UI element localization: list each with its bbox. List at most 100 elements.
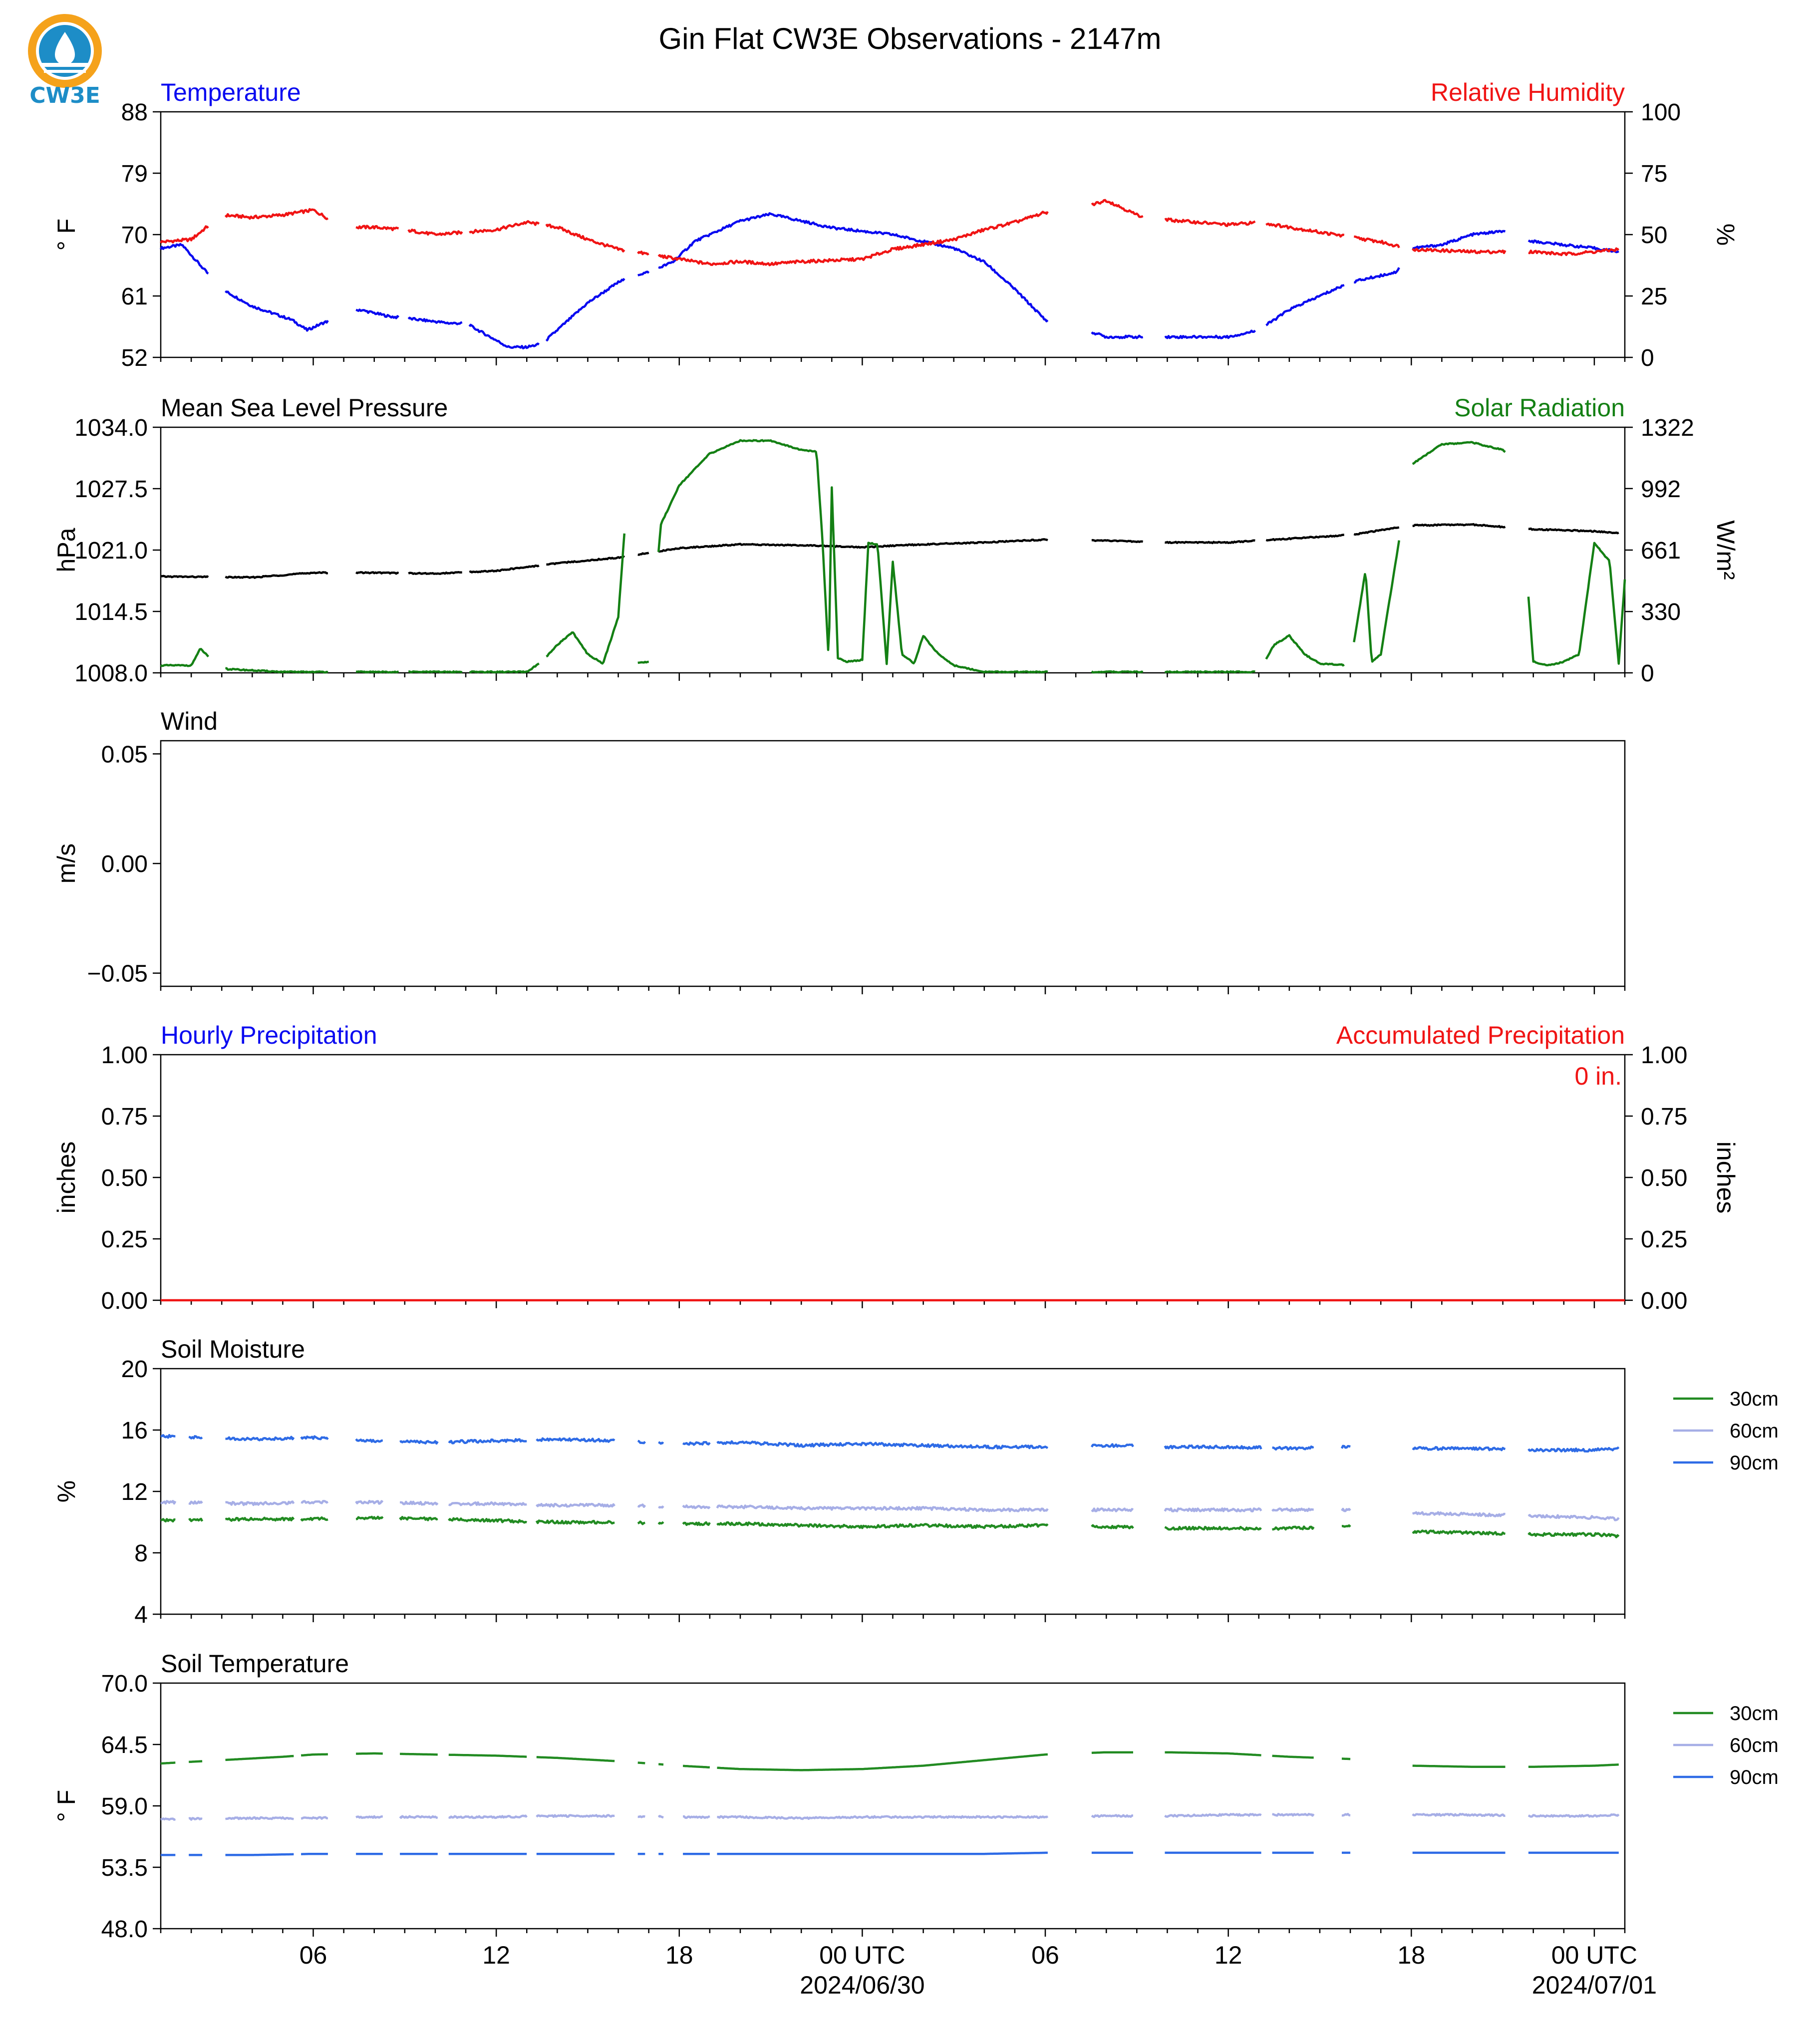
y-tick-label: 1021.0: [74, 538, 148, 564]
y-tick-label: 88: [121, 99, 148, 126]
series-line-90cm: [160, 1434, 1620, 1452]
y-right-tick-label: 0.50: [1641, 1165, 1687, 1191]
x-tick-label: 06: [1031, 1941, 1059, 1969]
series-line-left: [160, 523, 1619, 579]
y-tick-label: 0.50: [101, 1165, 148, 1191]
y-right-tick-label: 0.25: [1641, 1226, 1687, 1253]
y-tick-label: 4: [134, 1602, 148, 1628]
y-tick-label: 53.5: [101, 1855, 148, 1881]
y-right-tick-label: 0.00: [1641, 1288, 1687, 1314]
series-line-90cm: [161, 1851, 1619, 1856]
logo-drop-icon: [55, 32, 75, 65]
x-tick-label: 18: [665, 1941, 693, 1969]
panel-precip: Hourly Precipitation Accumulated Precipit…: [52, 1021, 1740, 1314]
panel-title-right: Relative Humidity: [1431, 78, 1625, 106]
y-tick-label: 70.0: [101, 1671, 148, 1697]
panel-soil_temp: Soil Temperature 48.0 53.5 59.0 64.5 70.0 ° F 3…: [52, 1650, 1779, 1999]
y-right-tick-label: 100: [1641, 99, 1681, 126]
legend: 30cm 60cm 90cm: [1673, 1388, 1779, 1474]
legend-label-30cm: 30cm: [1730, 1388, 1779, 1410]
legend-label-60cm: 60cm: [1730, 1420, 1779, 1442]
y-axis-label: ° F: [52, 219, 80, 251]
panel-title-left: Hourly Precipitation: [161, 1021, 377, 1049]
panel-title-right: Solar Radiation: [1454, 394, 1625, 422]
panel-pressure_solar: Mean Sea Level Pressure Solar Radiation 10…: [52, 394, 1740, 687]
y-axis-label: hPa: [52, 528, 80, 572]
y-right-tick-label: 75: [1641, 161, 1667, 187]
y-tick-label: 1014.5: [74, 599, 148, 625]
legend-label-90cm: 90cm: [1730, 1452, 1779, 1474]
panel-title-left: Temperature: [161, 78, 301, 106]
y-right-axis-label: inches: [1712, 1142, 1740, 1214]
y-right-tick-label: 1322: [1641, 415, 1694, 441]
y-tick-label: 1.00: [101, 1042, 148, 1069]
panel-temp_rh: Temperature Relative Humidity 52 61 70 79 88 ° …: [52, 78, 1740, 371]
y-tick-label: 1008.0: [74, 660, 148, 687]
panel-title-left: Soil Moisture: [161, 1335, 305, 1363]
series-line-30cm: [160, 1515, 1620, 1538]
legend: 30cm 60cm 90cm: [1673, 1703, 1779, 1788]
figure-title: Gin Flat CW3E Observations - 2147m: [658, 22, 1161, 55]
x-tick-date: 2024/06/30: [800, 1971, 924, 1999]
legend-label-90cm: 90cm: [1730, 1766, 1779, 1788]
panel-title-left: Wind: [161, 707, 218, 735]
panel-title-left: Mean Sea Level Pressure: [161, 394, 448, 422]
y-right-axis-label: %: [1712, 224, 1740, 246]
legend-label-60cm: 60cm: [1730, 1735, 1779, 1756]
x-tick-label: 06: [300, 1941, 327, 1969]
y-tick-label: 1027.5: [74, 476, 148, 503]
logo-text: CW3E: [29, 83, 100, 108]
y-tick-label: 48.0: [101, 1916, 148, 1943]
y-tick-label: 61: [121, 284, 148, 310]
series-line-right: [160, 199, 1619, 267]
y-tick-label: 0.00: [101, 851, 148, 877]
y-axis-label: m/s: [52, 844, 80, 884]
y-right-tick-label: 1.00: [1641, 1042, 1687, 1069]
y-tick-label: 0.05: [101, 741, 148, 768]
series-line-right: [160, 439, 1626, 674]
y-axis-label: ° F: [52, 1790, 80, 1822]
x-tick-label: 00 UTC: [819, 1941, 905, 1969]
legend-label-30cm: 30cm: [1730, 1703, 1779, 1725]
y-right-tick-label: 992: [1641, 476, 1681, 503]
y-tick-label: 70: [121, 222, 148, 249]
x-tick-date: 2024/07/01: [1532, 1971, 1657, 1999]
x-tick-label: 12: [1214, 1941, 1242, 1969]
x-tick-label: 00 UTC: [1551, 1941, 1637, 1969]
y-tick-label: 8: [134, 1540, 148, 1567]
y-tick-label: 52: [121, 345, 148, 371]
y-right-tick-label: 0: [1641, 660, 1654, 687]
series-line-60cm: [160, 1812, 1620, 1821]
panel-soil_moisture: Soil Moisture 4 8 12 16 20% 30cm 60cm 90cm: [52, 1335, 1779, 1628]
series-line-left: [159, 212, 1619, 349]
y-right-tick-label: 50: [1641, 222, 1667, 249]
y-tick-label: 20: [121, 1356, 148, 1383]
y-tick-label: 0.25: [101, 1226, 148, 1253]
y-right-tick-label: 25: [1641, 284, 1667, 310]
y-tick-label: 59.0: [101, 1793, 148, 1820]
x-tick-label: 12: [482, 1941, 510, 1969]
panel-wind: Wind −0.05 0.00 0.05 m/s: [52, 707, 1626, 994]
y-tick-label: 12: [121, 1479, 148, 1505]
panel-title-right: Accumulated Precipitation: [1336, 1021, 1625, 1049]
y-right-tick-label: 661: [1641, 538, 1681, 564]
y-right-tick-label: 0: [1641, 345, 1654, 371]
panels: Temperature Relative Humidity 52 61 70 79 88 ° …: [52, 78, 1779, 1999]
y-right-tick-label: 330: [1641, 599, 1681, 625]
y-tick-label: 1034.0: [74, 415, 148, 441]
y-tick-label: 64.5: [101, 1732, 148, 1758]
accumulation-annotation: 0 in.: [1574, 1062, 1622, 1090]
x-tick-label: 18: [1397, 1941, 1425, 1969]
y-tick-label: 0.00: [101, 1288, 148, 1314]
logo-orange-ring-icon: [28, 14, 102, 88]
y-tick-label: 79: [121, 161, 148, 187]
y-tick-label: 0.75: [101, 1104, 148, 1130]
y-right-tick-label: 0.75: [1641, 1104, 1687, 1130]
y-axis-label: inches: [52, 1142, 80, 1214]
y-tick-label: 16: [121, 1418, 148, 1444]
y-tick-label: −0.05: [87, 961, 148, 987]
y-axis-label: %: [52, 1480, 80, 1502]
cw3e-logo: CW3E: [28, 14, 102, 108]
y-right-axis-label: W/m²: [1712, 520, 1740, 579]
